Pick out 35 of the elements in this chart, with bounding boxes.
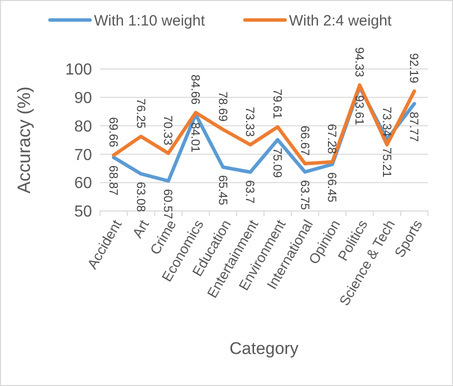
y-tick-label: 50 [74,204,92,221]
data-label: 65.45 [216,175,230,206]
data-label: 63.7 [243,180,258,204]
data-label: 66.67 [298,126,312,156]
data-label: 70.33 [161,115,176,146]
data-label: 66.45 [325,172,340,203]
y-tick-label: 70 [74,146,92,164]
x-axis-title: Category [230,339,299,358]
data-label: 75.21 [380,147,394,178]
data-label: 75.09 [270,148,284,178]
data-label: 73.34 [380,106,394,138]
y-tick-label: 90 [74,90,92,107]
legend-label: With 2:4 weight [289,12,392,30]
data-label: 92.19 [407,53,422,84]
data-label: 63.08 [134,182,148,212]
data-label: 73.33 [243,106,258,138]
y-tick-label: 100 [65,62,92,79]
y-tick-label: 80 [74,118,92,136]
data-label: 84.66 [188,74,202,105]
y-tick-label: 60 [74,175,92,192]
data-label: 60.57 [161,188,176,220]
data-label: 79.61 [270,88,284,120]
data-label: 63.75 [298,180,312,210]
data-label: 78.69 [216,91,230,122]
data-label: 87.77 [407,112,422,142]
data-label: 94.33 [352,47,366,78]
data-label: 93.61 [352,95,366,126]
legend-label: With 1:10 weight [94,12,206,30]
x-tick-label: Art [129,216,152,240]
data-label: 69.66 [106,117,120,148]
data-label: 84.01 [188,122,202,153]
data-label: 68.87 [106,165,120,196]
data-label: 67.28 [325,124,340,154]
y-axis-title: Accuracy (%) [14,86,34,194]
data-label: 76.25 [134,98,148,129]
